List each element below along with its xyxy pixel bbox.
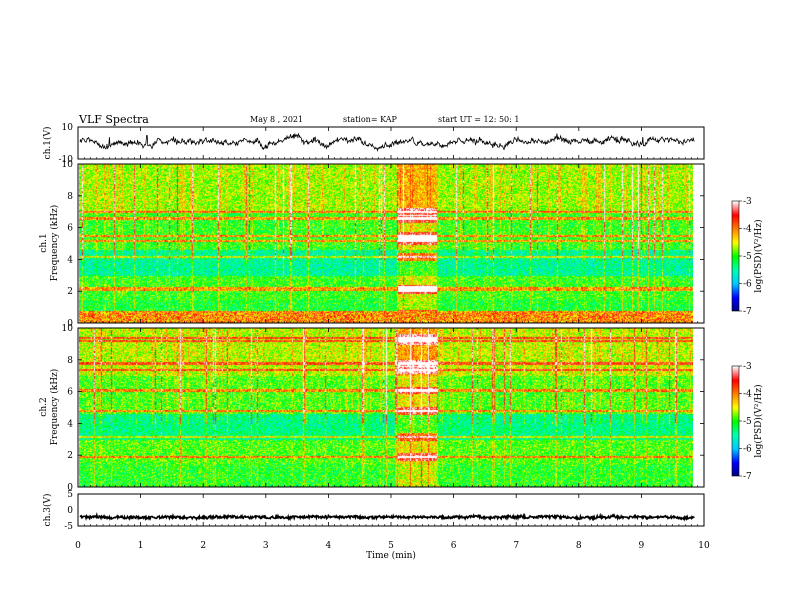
x-tick-label: 6 — [451, 541, 457, 551]
ch1-waveform-trace — [79, 132, 695, 152]
colorbar-1-label: log(PSD)(V²/Hz) — [753, 219, 764, 292]
colorbar-tick-label: -4 — [743, 225, 752, 235]
x-tick-label: 9 — [639, 541, 645, 551]
colorbar-tick-label: -3 — [743, 197, 752, 207]
ch2-spectrogram-panel: 0 2 4 6 8 10 ch.2 Frequency (kHz) — [39, 324, 705, 493]
colorbar-tick-label: -6 — [743, 280, 752, 290]
ch1-ytick-top: 10 — [62, 123, 74, 133]
y-tick-label: 0 — [67, 319, 73, 329]
x-tick-label: 7 — [513, 541, 519, 551]
ch3-ytick-mid: 0 — [67, 506, 73, 516]
ch3-waveform-trace — [79, 511, 695, 522]
ch1-waveform-panel: 10 -10 ch.1(V) — [42, 123, 705, 165]
time-axis-label: Time (min) — [366, 550, 416, 561]
y-tick-label: 2 — [67, 451, 73, 461]
ch1-ytick-bottom: -10 — [59, 155, 74, 165]
y-tick-label: 8 — [67, 192, 73, 202]
start-ut-label: start UT = 12: 50: 1 — [438, 115, 519, 124]
ch2-spectrogram-image — [79, 328, 693, 487]
y-tick-label: 10 — [62, 160, 74, 170]
figure-title: VLF Spectra — [78, 113, 149, 126]
ch3-ytick-bottom: -5 — [64, 522, 73, 532]
y-tick-label: 2 — [67, 287, 73, 297]
colorbar-1-image — [732, 201, 739, 311]
colorbar-tick-label: -3 — [743, 362, 752, 372]
colorbar-2-image — [732, 366, 739, 476]
ch1-waveform-frame — [77, 126, 705, 160]
ch1-frequency-label: Frequency (kHz) — [49, 205, 60, 282]
colorbar-tick-label: -7 — [743, 472, 752, 482]
colorbar-tick-label: -5 — [743, 417, 752, 427]
ch2-frequency-label: Frequency (kHz) — [49, 369, 60, 446]
colorbar-tick-label: -7 — [743, 307, 752, 317]
x-tick-label: 4 — [326, 541, 332, 551]
y-tick-label: 0 — [67, 483, 73, 493]
x-tick-label: 3 — [263, 541, 269, 551]
y-tick-label: 6 — [67, 388, 73, 398]
station-label: station= KAP — [343, 115, 398, 124]
ch2-spectrogram-ylabel: ch.2 — [39, 397, 49, 416]
colorbar-2-label: log(PSD)(V²/Hz) — [753, 384, 764, 457]
date-label: May 8 , 2021 — [250, 115, 303, 124]
colorbar-tick-label: -5 — [743, 252, 752, 262]
ch1-waveform-ylabel: ch.1(V) — [42, 127, 53, 160]
colorbar-tick-label: -4 — [743, 390, 752, 400]
ch3-waveform-ylabel: ch.3(V) — [42, 494, 53, 527]
x-tick-label: 8 — [576, 541, 582, 551]
ch1-spectrogram-image — [79, 164, 693, 323]
time-axis: 0 1 2 3 4 5 6 7 8 9 10 — [75, 127, 710, 551]
x-tick-label: 10 — [698, 541, 710, 551]
y-tick-label: 8 — [67, 356, 73, 366]
x-tick-label: 1 — [138, 541, 144, 551]
ch3-waveform-panel: 5 0 -5 ch.3(V) — [42, 490, 705, 532]
y-tick-label: 4 — [67, 255, 73, 265]
colorbar-1: -3 -4 -5 -6 -7 log(PSD)(V²/Hz) — [731, 197, 764, 317]
x-tick-label: 5 — [388, 541, 394, 551]
ch1-spectrogram-ylabel: ch.1 — [39, 233, 49, 252]
ch3-ytick-top: 5 — [67, 490, 73, 500]
y-tick-label: 6 — [67, 224, 73, 234]
colorbar-tick-label: -6 — [743, 445, 752, 455]
y-tick-label: 4 — [67, 419, 73, 429]
colorbar-2: -3 -4 -5 -6 -7 log(PSD)(V²/Hz) — [731, 362, 764, 482]
x-tick-label: 2 — [200, 541, 206, 551]
x-tick-label: 0 — [75, 541, 81, 551]
ch3-waveform-frame — [77, 493, 705, 527]
y-tick-label: 10 — [62, 324, 74, 334]
ch1-spectrogram-panel: 0 2 4 6 8 10 ch.1 Frequency (kHz) — [39, 160, 705, 329]
